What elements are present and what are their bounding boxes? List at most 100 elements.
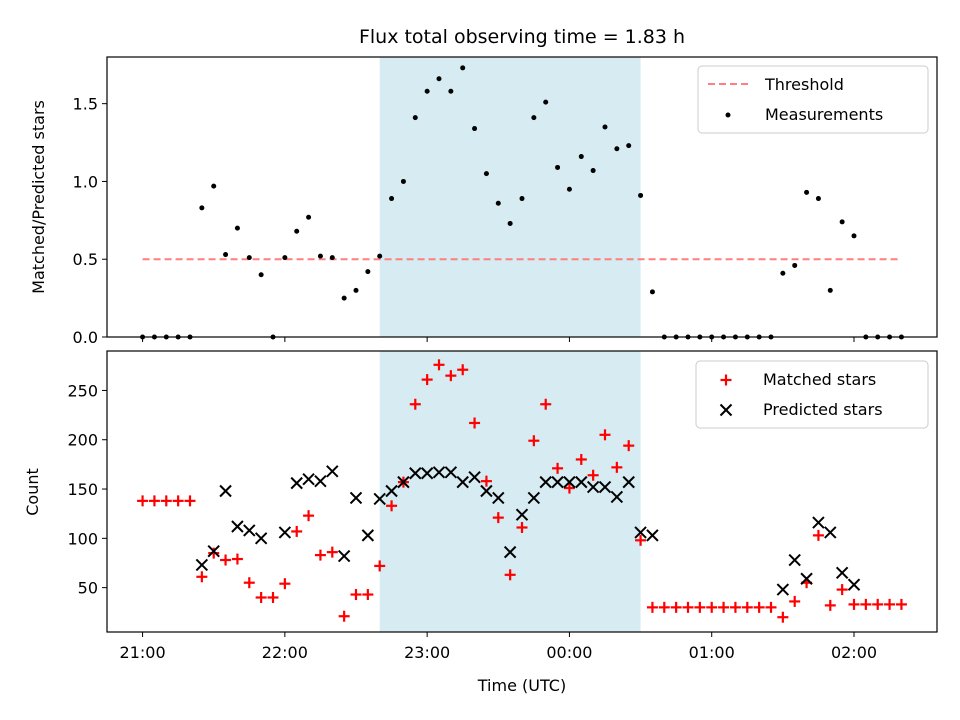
- bottom-y-tick-label-1: 100: [67, 529, 98, 548]
- measurement-point: [448, 88, 454, 94]
- predicted-star-point: [420, 467, 434, 480]
- matched-star-point: [528, 435, 540, 447]
- predicted-star-point: [409, 467, 422, 480]
- bottom-y-axis-label: Count: [23, 468, 42, 516]
- predicted-star-point: [278, 526, 292, 539]
- x-tick-label-3: 00:00: [546, 643, 592, 662]
- predicted-star-point: [503, 545, 517, 559]
- predicted-star-point: [456, 475, 469, 489]
- top-y-tick-label-3: 1.5: [73, 95, 98, 114]
- matched-star-point: [836, 584, 848, 596]
- matched-star-point: [326, 546, 338, 558]
- matched-star-point: [148, 495, 160, 507]
- matched-star-point: [196, 571, 208, 583]
- top-y-tick-label-1: 0.5: [73, 250, 98, 269]
- measurement-point: [460, 65, 466, 71]
- measurement-point: [436, 76, 442, 82]
- measurement-point: [199, 205, 205, 211]
- matched-star-point: [765, 601, 777, 613]
- predicted-star-point: [385, 484, 398, 498]
- x-tick-label-4: 01:00: [689, 643, 735, 662]
- matched-star-point: [563, 482, 575, 494]
- measurement-point: [626, 143, 632, 149]
- measurement-point: [412, 115, 418, 121]
- measurement-point: [590, 168, 596, 174]
- measurement-point: [472, 126, 478, 132]
- matched-star-point: [516, 521, 528, 533]
- matched-star-point: [777, 611, 789, 623]
- measurement-point: [638, 192, 644, 198]
- bottom-series-layer: [137, 359, 907, 623]
- measurement-point: [602, 124, 608, 130]
- matched-star-point: [433, 359, 445, 371]
- measurement-point: [531, 115, 537, 121]
- matched-star-point: [374, 560, 386, 572]
- predicted-star-point: [480, 484, 493, 498]
- predicted-star-point: [622, 475, 635, 489]
- top-y-tick-label-0: 0.0: [73, 328, 98, 347]
- matched-star-point: [350, 589, 362, 601]
- matched-star-point: [160, 495, 172, 507]
- measurement-point: [317, 253, 323, 259]
- matched-star-point: [860, 598, 872, 610]
- predicted-star-point: [800, 572, 813, 585]
- measurement-point: [780, 270, 786, 276]
- matched-star-point: [220, 554, 232, 566]
- matched-star-point: [492, 512, 504, 524]
- predicted-star-point: [847, 578, 861, 591]
- matched-star-point: [753, 601, 765, 613]
- predicted-star-point: [776, 583, 790, 596]
- measurement-point: [507, 220, 513, 226]
- top-series-layer: [140, 65, 904, 340]
- bottom-axes: 50 100 150 200 250 21:00 22:00 23:00 00:00 01:00…: [23, 350, 938, 695]
- predicted-star-point: [195, 558, 209, 572]
- matched-star-point: [267, 591, 279, 603]
- matched-star-point: [599, 429, 611, 441]
- measurement-point: [282, 255, 288, 261]
- predicted-star-point: [646, 529, 659, 542]
- matched-star-point: [291, 525, 303, 537]
- matched-star-point: [445, 370, 457, 382]
- predicted-star-point: [444, 466, 458, 479]
- measurement-point: [566, 186, 572, 192]
- predicted-star-point: [432, 466, 446, 479]
- matched-star-point: [421, 374, 433, 386]
- predicted-star-point: [337, 549, 351, 563]
- predicted-star-point: [243, 524, 256, 537]
- predicted-star-point: [586, 480, 600, 494]
- matched-star-point: [646, 601, 658, 613]
- matched-star-point: [895, 598, 907, 610]
- x-tick-label-0: 21:00: [120, 643, 166, 662]
- top-axes: 0.0 0.5 1.0 1.5 Matched/Predicted stars Thr…: [29, 56, 938, 347]
- predicted-star-point: [349, 491, 363, 505]
- x-axis-label: Time (UTC): [477, 676, 566, 695]
- legend-predicted-label: Predicted stars: [763, 400, 883, 419]
- matched-star-point: [741, 601, 753, 613]
- top-legend-box: [697, 65, 929, 134]
- predicted-star-point: [207, 544, 220, 558]
- predicted-star-point: [835, 566, 849, 580]
- matched-star-point: [848, 598, 860, 610]
- matched-star-point: [575, 453, 587, 465]
- predicted-star-point: [634, 526, 647, 539]
- bottom-y-tick-label-0: 50: [78, 579, 98, 598]
- measurement-point: [223, 252, 229, 258]
- matched-star-point: [682, 601, 694, 613]
- matched-star-point: [635, 534, 647, 546]
- matched-star-point: [824, 599, 836, 611]
- matched-star-point: [243, 577, 255, 589]
- predicted-star-point: [610, 490, 624, 504]
- matched-star-point: [658, 601, 670, 613]
- measurement-point: [234, 225, 240, 231]
- measurement-point: [543, 99, 549, 105]
- measurement-point: [519, 196, 525, 202]
- bottom-y-ticks: 50 100 150 200 250: [67, 381, 107, 598]
- x-tick-label-5: 02:00: [831, 643, 877, 662]
- top-highlight-span: [379, 57, 641, 337]
- predicted-star-point: [598, 480, 612, 494]
- matched-star-point: [386, 500, 398, 512]
- matched-star-point: [718, 601, 730, 613]
- measurement-point: [578, 154, 584, 160]
- legend-threshold-label: Threshold: [764, 75, 844, 94]
- predicted-star-point: [492, 491, 505, 505]
